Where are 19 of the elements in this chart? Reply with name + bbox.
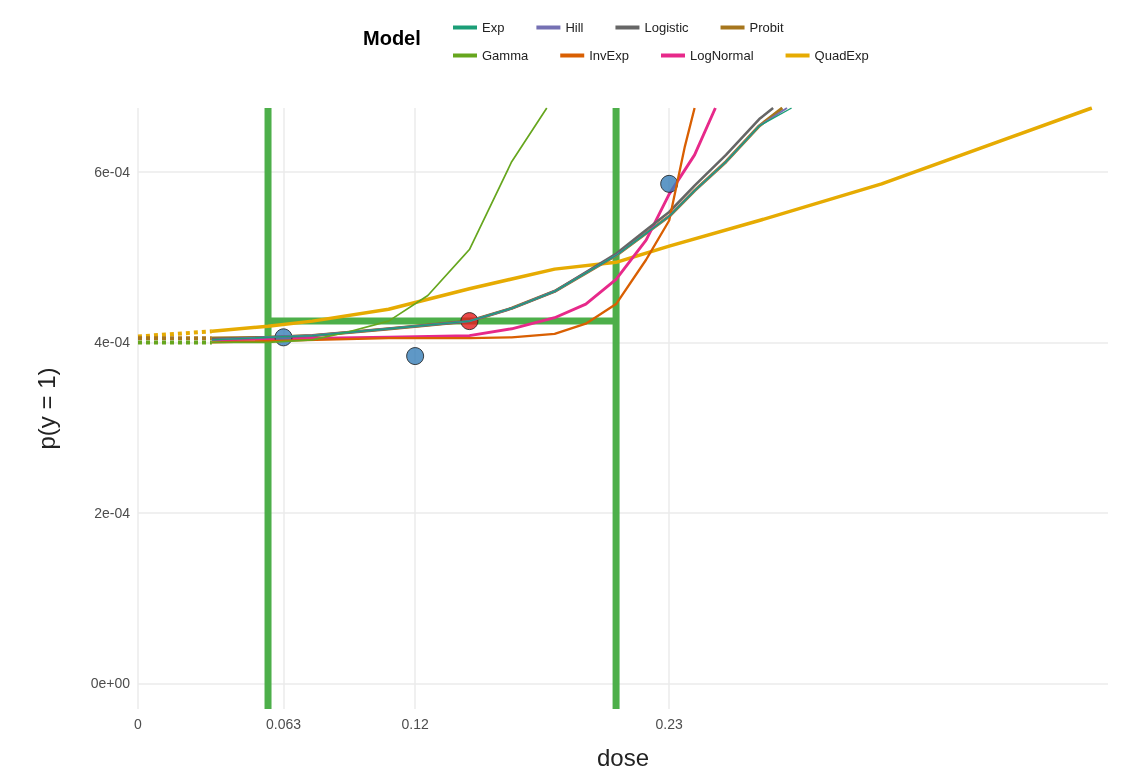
x-tick-label: 0.12: [401, 716, 429, 732]
legend-label: Gamma: [482, 48, 529, 63]
legend-label: Exp: [482, 20, 505, 35]
legend-label: Logistic: [644, 20, 690, 35]
x-axis-title: dose: [596, 743, 650, 771]
y-tick-label: 2e-04: [94, 504, 131, 521]
y-tick-label: 0e+00: [90, 675, 131, 692]
y-tick-label: 4e-04: [94, 334, 131, 351]
y-axis-title: p(y = 1): [32, 367, 60, 450]
legend-label: QuadExp: [814, 48, 869, 63]
legend-title: Model: [363, 27, 421, 49]
y-tick-label: 6e-04: [94, 163, 131, 180]
legend-label: InvExp: [589, 48, 629, 63]
legend-label: LogNormal: [689, 48, 754, 63]
legend-label: Probit: [749, 20, 784, 35]
legend-label: Hill: [565, 20, 584, 35]
x-tick-label: 0.063: [265, 716, 302, 732]
x-tick-label: 0: [134, 716, 143, 732]
x-tick-label: 0.23: [655, 716, 684, 732]
